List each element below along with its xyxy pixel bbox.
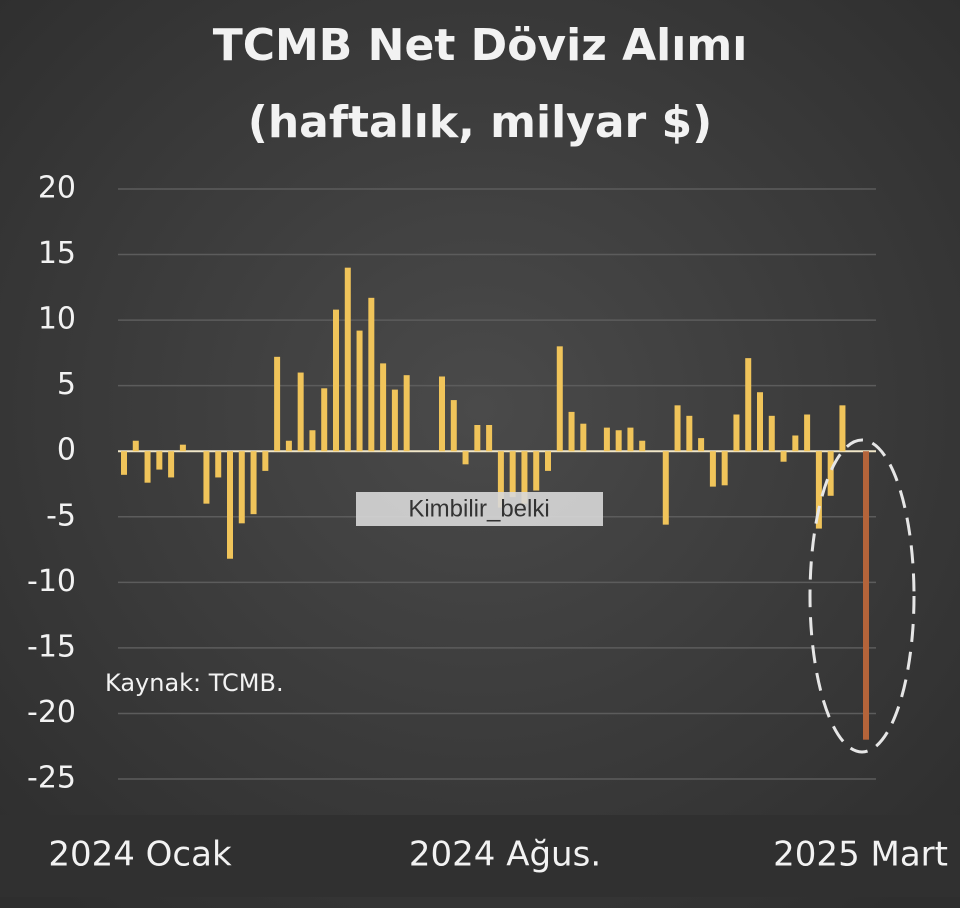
bar bbox=[521, 451, 528, 504]
bar bbox=[168, 451, 175, 478]
bar bbox=[121, 451, 127, 475]
bar bbox=[662, 451, 669, 525]
bar bbox=[462, 451, 469, 465]
x-label: 2024 Ocak bbox=[48, 835, 232, 875]
bar bbox=[698, 438, 705, 452]
bar bbox=[309, 430, 316, 452]
bar bbox=[745, 358, 752, 452]
bar bbox=[757, 392, 763, 452]
bar bbox=[486, 425, 493, 452]
bar bbox=[709, 451, 716, 487]
x-label: 2024 Ağus. bbox=[409, 835, 601, 875]
bar bbox=[768, 415, 775, 452]
y-tick-label: -15 bbox=[27, 629, 76, 664]
bar bbox=[333, 309, 339, 452]
bar bbox=[627, 427, 634, 452]
bar bbox=[827, 451, 834, 496]
bar bbox=[250, 451, 257, 515]
bar bbox=[815, 451, 822, 529]
bar bbox=[580, 423, 587, 452]
bar bbox=[839, 405, 846, 452]
source-note: Kaynak: TCMB. bbox=[105, 669, 284, 697]
bar bbox=[721, 451, 728, 486]
bar bbox=[686, 415, 693, 452]
bar bbox=[568, 411, 575, 452]
bar bbox=[615, 430, 622, 452]
bar bbox=[792, 435, 799, 452]
bar bbox=[380, 363, 387, 452]
bar bbox=[509, 451, 516, 498]
bar bbox=[533, 451, 540, 491]
chart-title: TCMB Net Döviz Alımı bbox=[213, 20, 748, 71]
y-tick-label: 15 bbox=[38, 236, 76, 271]
bar bbox=[863, 451, 869, 740]
y-tick-label: -10 bbox=[27, 564, 76, 599]
watermark-box bbox=[356, 492, 603, 526]
bar bbox=[545, 451, 551, 471]
bar bbox=[203, 451, 210, 504]
x-band bbox=[0, 815, 960, 897]
watermark: Kimbilir_belki bbox=[408, 495, 549, 522]
bar bbox=[132, 440, 139, 452]
bar bbox=[274, 356, 281, 452]
bar bbox=[368, 297, 375, 452]
bar bbox=[391, 389, 398, 452]
x-label: 2025 Mart bbox=[773, 835, 948, 875]
y-tick-label: 5 bbox=[57, 367, 76, 402]
y-tick-label: -20 bbox=[27, 695, 76, 730]
y-tick-label: -5 bbox=[46, 498, 76, 533]
y-tick-label: 10 bbox=[38, 302, 76, 337]
bar bbox=[179, 444, 186, 452]
y-tick-label: -25 bbox=[27, 761, 76, 796]
plot: 20 15 10 5 0 -5 -10 -15 -20 -25 bbox=[27, 171, 876, 796]
bar bbox=[556, 346, 563, 452]
bar bbox=[780, 451, 787, 462]
bar bbox=[603, 427, 610, 452]
bar bbox=[262, 451, 269, 471]
bar bbox=[439, 376, 445, 452]
bar bbox=[639, 440, 646, 452]
bar bbox=[674, 405, 681, 452]
bar bbox=[297, 372, 304, 452]
bar bbox=[156, 451, 163, 470]
highlight-ellipse bbox=[808, 438, 916, 754]
bar bbox=[450, 400, 457, 452]
bar bbox=[804, 414, 811, 452]
chart-subtitle: (haftalık, milyar $) bbox=[248, 97, 713, 148]
bar bbox=[144, 451, 151, 483]
bar bbox=[497, 451, 504, 508]
bar bbox=[403, 375, 410, 452]
y-tick-label: 20 bbox=[38, 171, 76, 206]
bar bbox=[227, 451, 233, 559]
bar bbox=[356, 330, 363, 452]
bar bbox=[474, 425, 481, 452]
bar bbox=[285, 440, 292, 452]
y-tick-label: 0 bbox=[57, 433, 76, 468]
bar bbox=[344, 267, 351, 452]
bar bbox=[238, 451, 245, 524]
bar bbox=[733, 414, 740, 452]
bar bbox=[321, 388, 328, 452]
bar bbox=[215, 451, 222, 478]
